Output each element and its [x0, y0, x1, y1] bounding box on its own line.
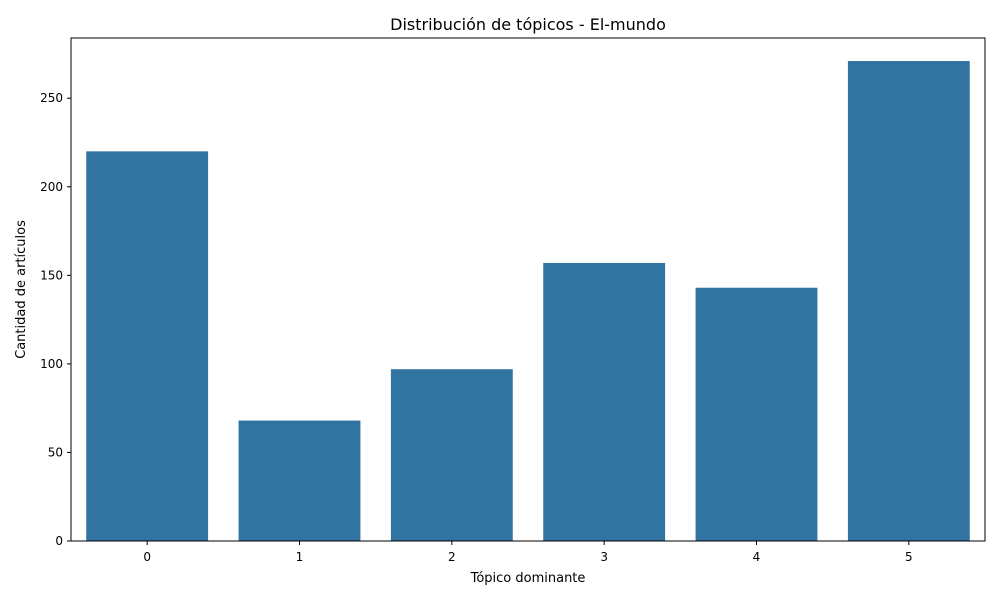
plot-frame [70, 37, 986, 542]
y-tick-label-200: 200 [40, 180, 63, 194]
x-tick-label-1: 1 [296, 550, 304, 564]
bar-3 [543, 262, 666, 541]
x-tick-label-4: 4 [753, 550, 761, 564]
bar-4 [695, 287, 818, 541]
y-tick-label-150: 150 [40, 268, 63, 282]
bar-2 [390, 369, 513, 541]
x-tick-label-0: 0 [143, 550, 151, 564]
bar-0 [86, 151, 209, 541]
bar-5 [847, 61, 970, 541]
x-axis: 0 1 2 3 4 5 [143, 541, 913, 564]
y-axis-label: Cantidad de artículos [14, 220, 29, 359]
y-tick-label-250: 250 [40, 91, 63, 105]
x-tick-label-3: 3 [600, 550, 608, 564]
x-tick-label-5: 5 [905, 550, 913, 564]
chart-title: Distribución de tópicos - El-mundo [390, 15, 666, 34]
y-tick-label-50: 50 [48, 445, 63, 459]
x-axis-label: Tópico dominante [470, 571, 586, 586]
y-axis: 0 50 100 150 200 250 [40, 91, 71, 548]
bars-group [86, 61, 970, 541]
bar-1 [238, 420, 361, 541]
y-tick-label-0: 0 [55, 534, 63, 548]
x-tick-label-2: 2 [448, 550, 456, 564]
y-tick-label-100: 100 [40, 357, 63, 371]
